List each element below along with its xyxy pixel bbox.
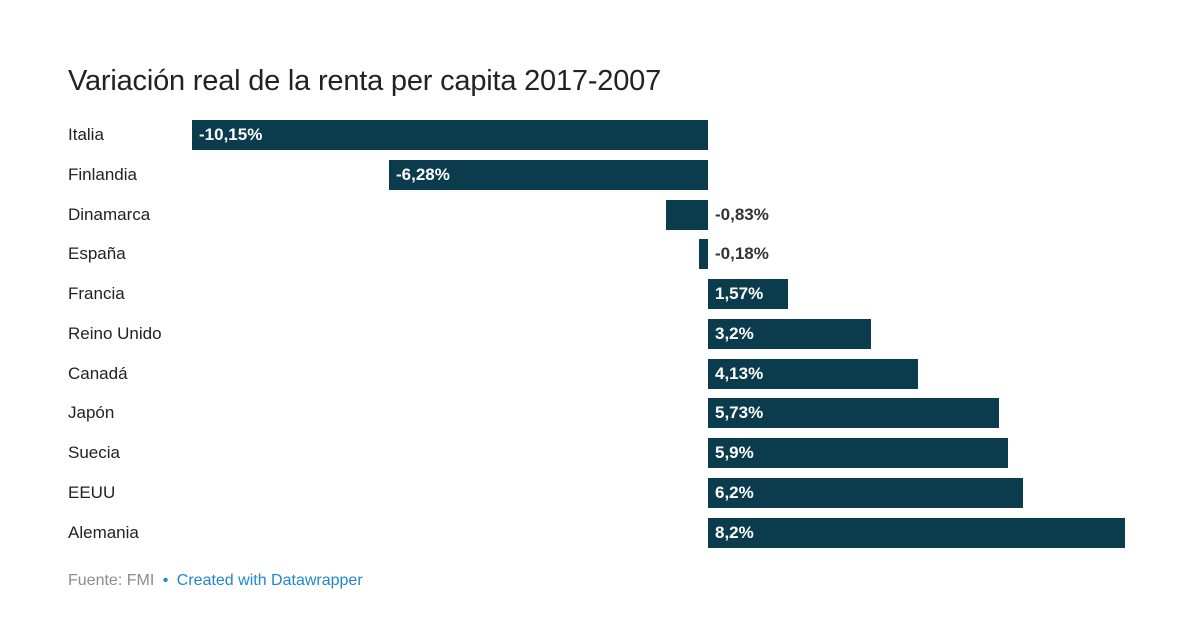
- bar: [708, 359, 918, 389]
- bar: [708, 398, 999, 428]
- bar: [666, 200, 708, 230]
- bar: [708, 438, 1008, 468]
- footer: Fuente: FMI • Created with Datawrapper: [68, 572, 363, 590]
- bar: [708, 478, 1023, 508]
- category-label: Italia: [68, 125, 104, 144]
- category-label: Finlandia: [68, 165, 137, 184]
- source-value: FMI: [126, 572, 155, 589]
- bar-value-label: 4,13%: [715, 364, 764, 383]
- bar-value-label: 6,2%: [715, 483, 754, 502]
- datawrapper-credit-link[interactable]: Created with Datawrapper: [176, 572, 363, 589]
- bar-value-label: 3,2%: [715, 324, 754, 343]
- bar: [192, 120, 708, 150]
- bar: [708, 319, 871, 349]
- bar-value-label: -10,15%: [199, 125, 263, 144]
- chart-title: Variación real de la renta per capita 20…: [68, 65, 662, 98]
- category-label: Reino Unido: [68, 324, 162, 343]
- bar: [708, 279, 788, 309]
- bar-value-label: 8,2%: [715, 523, 754, 542]
- category-label: Francia: [68, 284, 125, 303]
- category-label: Canadá: [68, 364, 128, 383]
- category-label: Japón: [68, 403, 115, 422]
- source-label: Fuente:: [68, 572, 123, 589]
- bar-value-label: -6,28%: [396, 165, 450, 184]
- bar-value-label: -0,18%: [715, 244, 769, 263]
- bar-value-label: 5,73%: [715, 403, 764, 422]
- bar: [708, 518, 1125, 548]
- category-label: Suecia: [68, 443, 120, 462]
- bar-value-label: -0,83%: [715, 205, 769, 224]
- bar-value-label: 5,9%: [715, 443, 754, 462]
- bar-value-label: 1,57%: [715, 284, 764, 303]
- category-label: España: [68, 244, 126, 263]
- category-label: Dinamarca: [68, 205, 151, 224]
- bar-chart-plot-area: Italia -10,15% Finlandia -6,28% Dinamarca -0,…: [68, 120, 1125, 548]
- category-label: Alemania: [68, 523, 139, 542]
- category-label: EEUU: [68, 483, 116, 502]
- bar: [389, 160, 708, 190]
- footer-separator: •: [162, 572, 169, 589]
- bar: [699, 239, 708, 269]
